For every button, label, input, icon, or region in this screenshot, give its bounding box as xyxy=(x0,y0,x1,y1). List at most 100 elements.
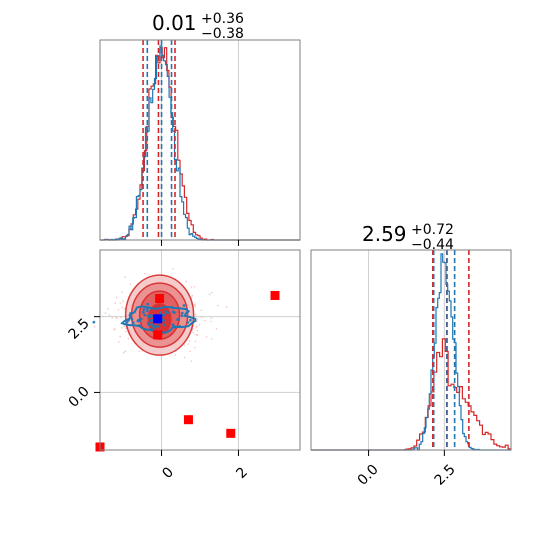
joint-sample-point xyxy=(127,337,130,340)
joint-sample-point xyxy=(194,340,197,343)
joint-sample-point xyxy=(118,341,120,343)
joint-sample-point xyxy=(190,286,193,288)
joint-blue-point xyxy=(171,306,174,310)
joint-sample-point xyxy=(204,319,206,322)
joint-sample-point xyxy=(107,308,109,310)
joint-blue-point xyxy=(143,313,147,317)
joint-blue-point xyxy=(142,308,146,311)
joint-sample-point xyxy=(194,305,196,308)
joint-blue-point xyxy=(186,321,190,324)
joint-sample-point xyxy=(111,317,113,319)
joint-sample-point xyxy=(93,325,96,328)
joint-xtick-label-0: 0 xyxy=(159,464,177,482)
frame-joint xyxy=(99,249,301,451)
red-square-marker-1 xyxy=(183,415,193,425)
joint-sample-point xyxy=(172,268,174,270)
joint-sample-point xyxy=(190,360,193,363)
joint-sample-point xyxy=(217,304,219,307)
joint-blue-point xyxy=(189,318,192,322)
joint-sample-point xyxy=(208,293,211,296)
title-param1-plus: +0.36 xyxy=(201,11,244,27)
joint-sample-point xyxy=(115,296,118,299)
joint-sample-point xyxy=(183,356,186,359)
joint-sample-point xyxy=(117,309,120,311)
joint-blue-point xyxy=(161,313,165,317)
joint-sample-point xyxy=(124,276,126,278)
joint-blue-point xyxy=(147,323,151,327)
joint-sample-point xyxy=(119,302,122,304)
joint-sample-point xyxy=(124,350,127,353)
joint-sample-point xyxy=(121,291,124,294)
joint-sample-point xyxy=(193,304,195,306)
joint-blue-point xyxy=(162,323,166,327)
joint-xtick-label-1: 2 xyxy=(233,464,251,482)
red-square-marker-4 xyxy=(153,330,163,340)
frame-marginal-param1 xyxy=(99,39,301,241)
joint-blue-point xyxy=(171,323,175,327)
ticks xyxy=(94,240,445,456)
joint-blue-point xyxy=(156,325,160,328)
joint-sample-point xyxy=(174,354,177,356)
joint-sample-point xyxy=(121,327,123,329)
joint-sample-point xyxy=(196,325,198,327)
joint-blue-point xyxy=(187,310,190,313)
joint-sample-point xyxy=(196,318,199,320)
joint-blue-point xyxy=(178,325,182,328)
joint-sample-point xyxy=(193,286,196,288)
joint-blue-point xyxy=(166,311,170,315)
joint-blue-point xyxy=(180,314,184,318)
joint-sample-point xyxy=(120,316,122,319)
joint-sample-point xyxy=(187,343,190,345)
joint-sample-point xyxy=(215,328,218,330)
marg2-xtick-label-1: 2.5 xyxy=(432,462,459,489)
joint-blue-point xyxy=(177,317,180,321)
joint-blue-point xyxy=(147,315,151,319)
joint-blue-point xyxy=(137,324,141,327)
joint-sample-point xyxy=(205,336,208,338)
joint-sample-point xyxy=(196,329,199,332)
joint-blue-point xyxy=(139,317,143,321)
title-param1-median: 0.01 xyxy=(152,11,197,35)
joint-sample-point xyxy=(193,325,195,327)
panel-marginal-param1 xyxy=(100,40,300,240)
joint-blue-point xyxy=(150,322,154,326)
red-square-marker-3 xyxy=(270,290,280,300)
joint-sample-point xyxy=(125,330,127,333)
panel-marginal-param2 xyxy=(311,250,511,450)
joint-sample-point xyxy=(143,272,146,275)
joint-sample-point xyxy=(123,308,126,311)
joint-blue-point xyxy=(130,317,134,321)
joint-blue-point xyxy=(171,310,175,314)
joint-blue-point xyxy=(146,302,150,306)
joint-blue-point xyxy=(182,304,186,307)
joint-blue-point xyxy=(141,310,145,314)
joint-sample-point xyxy=(113,328,116,331)
joint-blue-point xyxy=(92,320,96,324)
red-square-marker-2 xyxy=(226,428,236,438)
panel-joint xyxy=(100,250,300,450)
joint-blue-point xyxy=(148,319,152,323)
title-param2-minus: −0.44 xyxy=(411,237,454,253)
joint-blue-point xyxy=(153,325,157,329)
joint-sample-point xyxy=(200,315,203,318)
joint-sample-point xyxy=(210,317,212,320)
joint-sample-point xyxy=(198,324,201,326)
joint-sample-point xyxy=(189,350,191,353)
joint-sample-point xyxy=(200,309,202,312)
joint-ytick-label-1: 2.5 xyxy=(66,316,93,343)
joint-sample-point xyxy=(104,312,107,314)
joint-blue-point xyxy=(127,318,130,322)
joint-sample-point xyxy=(122,300,124,302)
joint-ytick-label-0: 0.0 xyxy=(66,384,93,411)
joint-sample-point xyxy=(183,344,186,347)
joint-sample-point xyxy=(194,313,197,316)
joint-density xyxy=(92,268,228,363)
joint-sample-point xyxy=(185,280,187,283)
joint-sample-point xyxy=(122,351,125,354)
joint-sample-point xyxy=(188,340,191,342)
joint-blue-point xyxy=(150,314,154,318)
quantile-lines xyxy=(142,40,470,450)
joint-sample-point xyxy=(210,320,212,323)
joint-blue-point xyxy=(136,319,140,323)
